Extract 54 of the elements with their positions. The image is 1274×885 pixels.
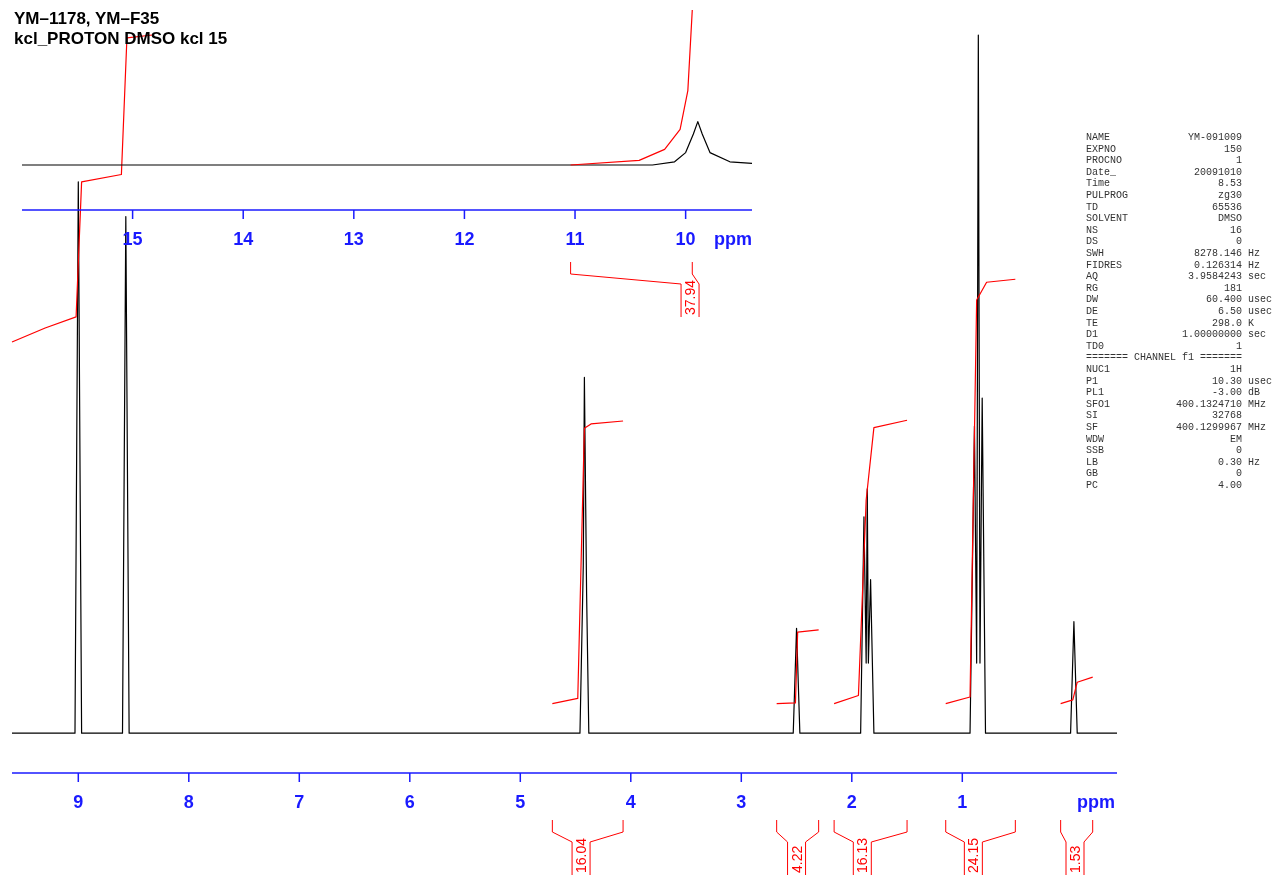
- annotation: Time 8.53: [1086, 178, 1243, 190]
- x-tick-label: 8: [183, 792, 194, 812]
- x-axis-title: ppm: [714, 229, 752, 249]
- text: 4.22: [788, 845, 805, 873]
- text: 16.04: [573, 837, 590, 873]
- annotation: AQ 3.9584243 sec: [1086, 271, 1267, 283]
- annotation: P1 10.30 usec: [1086, 375, 1273, 387]
- annotation: SF 400.1299967 MHz: [1086, 422, 1267, 433]
- annotation: Date_ 20091010: [1086, 166, 1243, 178]
- x-tick-label: 10: [675, 229, 696, 249]
- x-tick-label: 2: [846, 792, 857, 812]
- x-axis-title: ppm: [1077, 792, 1115, 812]
- text: 16.13: [854, 837, 871, 873]
- annotation: ======= CHANNEL f1 =======: [1086, 352, 1243, 364]
- x-tick-label: 9: [73, 792, 84, 812]
- annotation: SOLVENT DMSO: [1086, 213, 1243, 225]
- x-tick-label: 5: [515, 792, 526, 812]
- annotation: SWH 8278.146 Hz: [1086, 248, 1261, 259]
- x-tick-label: 7: [294, 792, 305, 812]
- annotation: D1 1.00000000 sec: [1086, 329, 1267, 341]
- annotation: TD 65536: [1086, 201, 1243, 213]
- annotation: FIDRES 0.126314 Hz: [1086, 259, 1261, 271]
- annotation: PULPROG zg30: [1086, 190, 1243, 201]
- x-tick-label: 4: [625, 792, 636, 812]
- annotation: PC 4.00: [1086, 480, 1243, 491]
- x-tick-label: 11: [565, 229, 585, 249]
- annotation: EXPNO 150: [1086, 143, 1243, 155]
- annotation: TD0 1: [1086, 340, 1243, 352]
- x-tick-label: 13: [343, 229, 364, 249]
- annotation: DS 0: [1086, 236, 1243, 248]
- chart-title: YM–1178, YM–F35: [14, 9, 160, 28]
- text: 1.53: [1067, 845, 1084, 873]
- annotation: WDW EM: [1086, 433, 1243, 445]
- annotation: GB 0: [1086, 468, 1243, 480]
- x-tick-label: 6: [404, 792, 415, 812]
- x-tick-label: 12: [454, 229, 475, 249]
- annotation: SSB 0: [1086, 445, 1243, 457]
- annotation: 37.94: [682, 279, 699, 315]
- annotation: DE 6.50 usec: [1086, 306, 1273, 317]
- annotation: NUC1 1H: [1086, 364, 1243, 375]
- annotation: SFO1 400.1324710 MHz: [1086, 398, 1267, 410]
- x-tick-label: 14: [233, 229, 254, 249]
- annotation: LB 0.30 Hz: [1086, 456, 1261, 468]
- annotation: PL1 -3.00 dB: [1086, 387, 1261, 399]
- annotation: NS 16: [1086, 224, 1243, 236]
- x-tick-label: 3: [736, 792, 747, 812]
- annotation: NAME YM-091009: [1086, 132, 1243, 143]
- annotation: TE 298.0 K: [1086, 317, 1255, 329]
- annotation: PROCNO 1: [1086, 155, 1243, 167]
- text: 24.15: [965, 837, 982, 873]
- annotation: DW 60.400 usec: [1086, 294, 1273, 306]
- x-tick-label: 1: [957, 792, 968, 812]
- annotation: SI 32768: [1086, 410, 1243, 422]
- annotation: RG 181: [1086, 282, 1243, 294]
